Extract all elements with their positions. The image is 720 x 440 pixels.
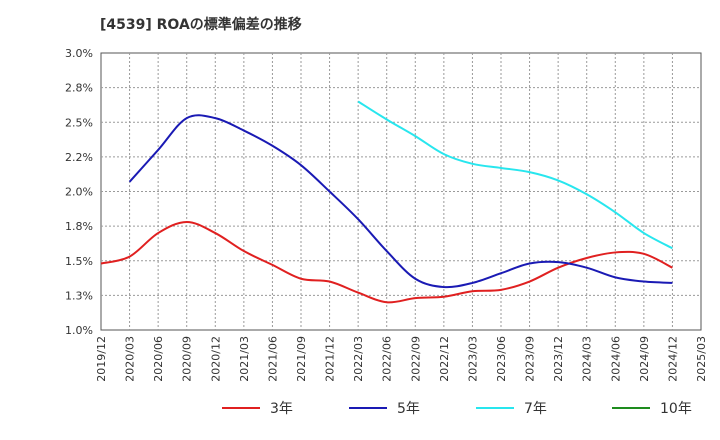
series-lines xyxy=(100,100,673,304)
x-tick-label: 2021/12 xyxy=(324,336,337,382)
legend-label: 10年 xyxy=(660,401,692,417)
x-tick-label: 2023/06 xyxy=(495,336,508,382)
x-tick-label: 2022/03 xyxy=(352,336,365,382)
x-tick-label: 2021/09 xyxy=(295,336,308,382)
legend-swatch xyxy=(476,407,514,409)
legend-swatch xyxy=(222,407,260,409)
y-tick-label: 2.5% xyxy=(65,116,93,129)
grid-lines xyxy=(101,53,701,330)
x-tick-label: 2025/03 xyxy=(695,336,708,382)
y-tick-label: 1.8% xyxy=(65,220,93,233)
legend-label: 3年 xyxy=(270,401,293,417)
y-tick-label: 2.8% xyxy=(65,82,93,95)
x-tick-label: 2020/03 xyxy=(124,336,137,382)
y-tick-label: 1.3% xyxy=(65,289,93,302)
x-tick-label: 2024/09 xyxy=(638,336,651,382)
legend-label: 7年 xyxy=(524,401,547,417)
legend: 3年 5年 7年 10年 xyxy=(0,398,720,428)
legend-swatch xyxy=(349,407,387,409)
x-tick-label: 2019/12 xyxy=(95,336,108,382)
legend-item: 10年 xyxy=(612,398,692,418)
legend-item: 7年 xyxy=(476,398,547,418)
chart-title: [4539] ROAの標準偏差の推移 xyxy=(100,17,302,33)
series-line-1 xyxy=(100,220,673,304)
series-line-2 xyxy=(128,114,673,289)
y-tick-label: 1.0% xyxy=(65,324,93,337)
x-tick-label: 2022/12 xyxy=(438,336,451,382)
x-tick-labels: 2019/12 2020/03 2020/06 2020/09 2020/12 2021/… xyxy=(95,336,708,382)
legend-swatch xyxy=(612,407,650,409)
x-tick-label: 2020/12 xyxy=(209,336,222,382)
legend-label: 5年 xyxy=(397,401,420,417)
x-tick-label: 2023/09 xyxy=(524,336,537,382)
y-tick-label: 1.5% xyxy=(65,255,93,268)
y-tick-labels: 1.0% 1.3% 1.5% 1.8% 2.0% 2.2% 2.5% 2.8% 3.0% xyxy=(65,47,93,337)
legend-item: 3年 xyxy=(222,398,293,418)
x-tick-label: 2024/03 xyxy=(581,336,594,382)
y-tick-label: 3.0% xyxy=(65,47,93,60)
x-tick-label: 2024/06 xyxy=(609,336,622,382)
y-tick-label: 2.2% xyxy=(65,151,93,164)
x-tick-label: 2022/09 xyxy=(409,336,422,382)
x-tick-label: 2023/12 xyxy=(552,336,565,382)
x-tick-label: 2021/03 xyxy=(238,336,251,382)
x-tick-label: 2021/06 xyxy=(266,336,279,382)
legend-item: 5年 xyxy=(349,398,420,418)
x-tick-label: 2023/03 xyxy=(466,336,479,382)
x-tick-label: 2022/06 xyxy=(381,336,394,382)
x-tick-label: 2020/09 xyxy=(181,336,194,382)
series-line-3 xyxy=(357,100,673,250)
x-tick-label: 2020/06 xyxy=(152,336,165,382)
y-tick-label: 2.0% xyxy=(65,186,93,199)
x-tick-label: 2024/12 xyxy=(666,336,679,382)
